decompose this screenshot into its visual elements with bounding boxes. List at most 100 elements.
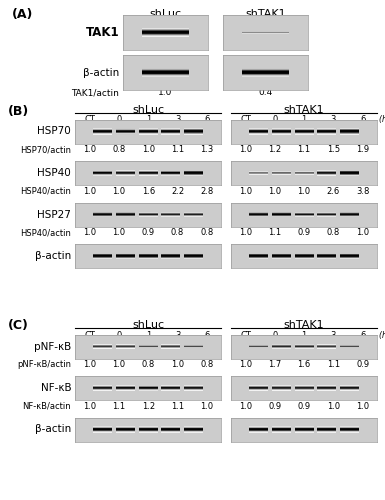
Bar	[142, 30, 189, 31]
Bar	[243, 68, 289, 69]
Bar	[142, 34, 189, 35]
Text: 0.9: 0.9	[298, 228, 311, 237]
Text: 0.8: 0.8	[327, 228, 340, 237]
Bar	[243, 73, 289, 74]
Text: shTAK1: shTAK1	[245, 9, 286, 19]
Text: 1.0: 1.0	[83, 186, 96, 196]
Text: 1.0: 1.0	[356, 402, 369, 411]
Text: 6: 6	[360, 330, 365, 340]
Text: 1.0: 1.0	[239, 228, 252, 237]
Text: 1.0: 1.0	[327, 402, 340, 411]
Text: (B): (B)	[8, 104, 29, 118]
Bar	[142, 72, 189, 73]
Text: TAK1: TAK1	[86, 26, 119, 39]
Text: shTAK1: shTAK1	[284, 105, 325, 115]
Text: shLuc: shLuc	[149, 9, 182, 19]
Bar	[243, 76, 289, 77]
Text: 1.1: 1.1	[327, 360, 340, 369]
Bar	[142, 68, 189, 69]
Text: 1.0: 1.0	[112, 360, 126, 369]
Text: 1.6: 1.6	[142, 186, 155, 196]
Text: 1.0: 1.0	[298, 186, 311, 196]
Text: 1.1: 1.1	[171, 145, 184, 154]
Text: 6: 6	[360, 116, 365, 124]
Text: CT: CT	[240, 116, 251, 124]
Text: HSP40/actin: HSP40/actin	[20, 228, 71, 237]
Text: 1.1: 1.1	[268, 228, 281, 237]
Text: 1.0: 1.0	[83, 145, 96, 154]
Text: shTAK1: shTAK1	[284, 320, 325, 330]
Text: 0.4: 0.4	[258, 88, 273, 97]
Text: 0.8: 0.8	[200, 228, 213, 237]
Text: 0.9: 0.9	[142, 228, 155, 237]
Text: 1.0: 1.0	[200, 402, 213, 411]
Text: NF-κB/actin: NF-κB/actin	[23, 402, 71, 411]
Text: 1.3: 1.3	[200, 145, 213, 154]
Text: 0.9: 0.9	[356, 360, 369, 369]
Text: 1.0: 1.0	[142, 145, 155, 154]
Text: 1.1: 1.1	[171, 402, 184, 411]
Text: 6: 6	[204, 116, 209, 124]
Text: 1.1: 1.1	[112, 402, 126, 411]
Text: (h post-HS): (h post-HS)	[379, 116, 385, 124]
Text: 2.8: 2.8	[200, 186, 213, 196]
Text: 2.2: 2.2	[171, 186, 184, 196]
Text: 0.9: 0.9	[298, 402, 311, 411]
Bar	[142, 69, 189, 70]
Text: 1.0: 1.0	[356, 228, 369, 237]
Text: 2.6: 2.6	[327, 186, 340, 196]
Bar	[142, 70, 189, 72]
Text: 1.1: 1.1	[298, 145, 311, 154]
Text: 1.0: 1.0	[112, 186, 126, 196]
Text: β-actin: β-actin	[35, 424, 71, 434]
Text: 1.0: 1.0	[158, 88, 173, 97]
Bar	[142, 76, 189, 77]
Text: 0: 0	[116, 116, 122, 124]
Text: pNF-κB: pNF-κB	[34, 342, 71, 351]
Text: 3: 3	[175, 330, 180, 340]
Text: 0.8: 0.8	[142, 360, 155, 369]
Text: 0.8: 0.8	[112, 145, 126, 154]
Text: 1.0: 1.0	[239, 186, 252, 196]
Text: HSP70: HSP70	[37, 126, 71, 136]
Text: 0.8: 0.8	[200, 360, 213, 369]
Text: 1: 1	[146, 116, 151, 124]
Bar	[243, 69, 289, 70]
Bar	[142, 74, 189, 75]
Text: TAK1/actin: TAK1/actin	[72, 88, 119, 97]
Bar	[142, 32, 189, 33]
Text: 1.0: 1.0	[239, 402, 252, 411]
Text: NF-κB: NF-κB	[40, 383, 71, 393]
Text: 1.0: 1.0	[239, 360, 252, 369]
Text: CT: CT	[84, 330, 95, 340]
Text: 1.9: 1.9	[356, 145, 369, 154]
Text: (A): (A)	[12, 8, 33, 21]
Text: 1.2: 1.2	[142, 402, 155, 411]
Text: 3: 3	[331, 116, 336, 124]
Text: CT: CT	[84, 116, 95, 124]
Text: 1.0: 1.0	[83, 402, 96, 411]
Text: 0: 0	[272, 116, 278, 124]
Text: 0.9: 0.9	[268, 402, 281, 411]
Bar	[243, 70, 289, 72]
Bar	[243, 72, 289, 73]
Bar	[142, 73, 189, 74]
Text: 1.0: 1.0	[268, 186, 281, 196]
Text: 1.0: 1.0	[239, 145, 252, 154]
Text: HSP40: HSP40	[37, 168, 71, 178]
Bar	[142, 33, 189, 34]
Text: HSP70/actin: HSP70/actin	[20, 145, 71, 154]
Text: 1.0: 1.0	[171, 360, 184, 369]
Text: 3: 3	[175, 116, 180, 124]
Text: pNF-κB/actin: pNF-κB/actin	[17, 360, 71, 369]
Bar	[142, 36, 189, 37]
Text: β-actin: β-actin	[83, 68, 119, 78]
Text: shLuc: shLuc	[132, 105, 164, 115]
Bar	[142, 28, 189, 29]
Text: CT: CT	[240, 330, 251, 340]
Text: 3.8: 3.8	[356, 186, 369, 196]
Text: 1.0: 1.0	[83, 360, 96, 369]
Text: 0.8: 0.8	[171, 228, 184, 237]
Text: 1: 1	[146, 330, 151, 340]
Text: 0: 0	[116, 330, 122, 340]
